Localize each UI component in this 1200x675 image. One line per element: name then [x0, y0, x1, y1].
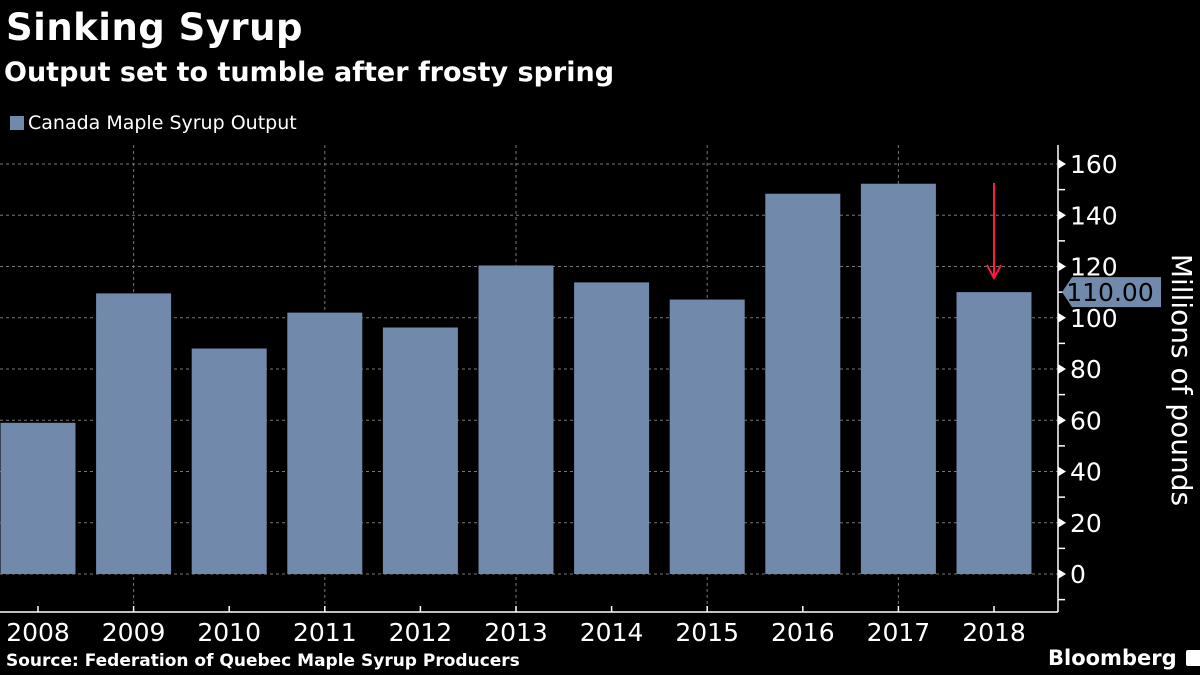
value-label-box	[1062, 277, 1161, 308]
y-tick	[1058, 415, 1066, 426]
y-tick-label: 160	[1070, 150, 1118, 179]
down-arrow-head-icon	[986, 264, 1002, 281]
x-tick-label: 2015	[675, 618, 739, 647]
x-tick-label: 2014	[580, 618, 644, 647]
bar-2013	[478, 265, 554, 574]
bar-2014	[574, 282, 650, 574]
bar-2009	[96, 293, 172, 574]
bar-2010	[191, 348, 267, 574]
y-tick	[1058, 210, 1066, 221]
y-tick-label: 120	[1070, 253, 1118, 282]
y-tick-label: 40	[1070, 458, 1102, 487]
y-tick-label: 0	[1070, 560, 1086, 589]
y-tick-label: 80	[1070, 355, 1102, 384]
x-tick-label: 2011	[293, 618, 357, 647]
x-tick-label: 2016	[771, 618, 835, 647]
bar-2018	[956, 292, 1032, 574]
logo-text: Bloomberg	[1048, 646, 1177, 670]
bar-2008	[0, 422, 76, 574]
source-note: Source: Federation of Quebec Maple Syrup…	[6, 651, 520, 671]
y-tick	[1058, 569, 1066, 579]
y-tick	[1058, 466, 1066, 477]
y-tick-label: 100	[1070, 304, 1118, 333]
y-tick-label: 140	[1070, 201, 1118, 230]
bloomberg-chart-icon	[1185, 650, 1200, 666]
x-tick-label: 2009	[102, 618, 166, 647]
y-tick	[1058, 312, 1066, 323]
x-tick-label: 2010	[197, 618, 261, 647]
y-tick	[1058, 364, 1066, 374]
y-tick-label: 20	[1070, 509, 1102, 538]
legend-label: Canada Maple Syrup Output	[28, 112, 297, 134]
x-tick-label: 2013	[484, 618, 548, 647]
legend: Canada Maple Syrup Output	[10, 112, 297, 134]
x-tick-label: 2012	[389, 618, 453, 647]
chart-subtitle: Output set to tumble after frosty spring	[4, 57, 615, 88]
bar-2012	[382, 327, 458, 574]
y-tick	[1058, 159, 1066, 169]
value-label: 110.00	[1066, 278, 1153, 307]
y-tick	[1058, 261, 1066, 272]
legend-swatch	[10, 116, 24, 130]
bar-2015	[669, 299, 745, 574]
bar-2011	[287, 312, 363, 574]
x-tick-label: 2017	[867, 618, 931, 647]
y-axis-title: Millions of pounds	[1165, 254, 1198, 506]
chart-title: Sinking Syrup	[6, 6, 304, 49]
x-tick-label: 2008	[6, 618, 70, 647]
x-tick-label: 2018	[962, 618, 1026, 647]
y-tick-label: 60	[1070, 406, 1102, 435]
y-tick	[1058, 517, 1066, 528]
bar-2017	[860, 183, 936, 574]
bloomberg-logo: Bloomberg	[1048, 646, 1200, 670]
bar-2016	[765, 193, 841, 574]
